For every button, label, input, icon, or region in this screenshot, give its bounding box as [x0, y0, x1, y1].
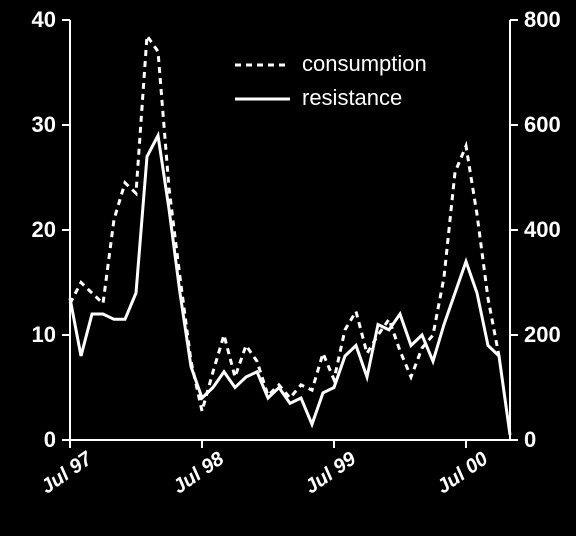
legend-label-consumption: consumption — [302, 51, 427, 76]
x-tick-label-group: Jul 97 — [37, 447, 97, 498]
left-tick-label: 20 — [32, 217, 56, 242]
left-tick-label: 0 — [44, 427, 56, 452]
right-tick-label: 600 — [524, 112, 561, 137]
x-tick-label: Jul 97 — [37, 447, 97, 498]
x-tick-label: Jul 99 — [301, 447, 361, 498]
right-tick-label: 200 — [524, 322, 561, 347]
right-tick-label: 400 — [524, 217, 561, 242]
x-tick-label: Jul 00 — [433, 448, 492, 499]
x-tick-label-group: Jul 00 — [433, 448, 492, 499]
x-tick-label-group: Jul 98 — [169, 447, 229, 498]
left-tick-label: 30 — [32, 112, 56, 137]
chart-container: 0102030400200400600800Jul 97Jul 98Jul 99… — [0, 0, 576, 536]
line-chart: 0102030400200400600800Jul 97Jul 98Jul 99… — [0, 0, 576, 536]
x-tick-label: Jul 98 — [169, 447, 229, 498]
legend-label-resistance: resistance — [302, 85, 402, 110]
right-tick-label: 800 — [524, 7, 561, 32]
left-tick-label: 40 — [32, 7, 56, 32]
left-tick-label: 10 — [32, 322, 56, 347]
x-tick-label-group: Jul 99 — [301, 447, 361, 498]
right-tick-label: 0 — [524, 427, 536, 452]
